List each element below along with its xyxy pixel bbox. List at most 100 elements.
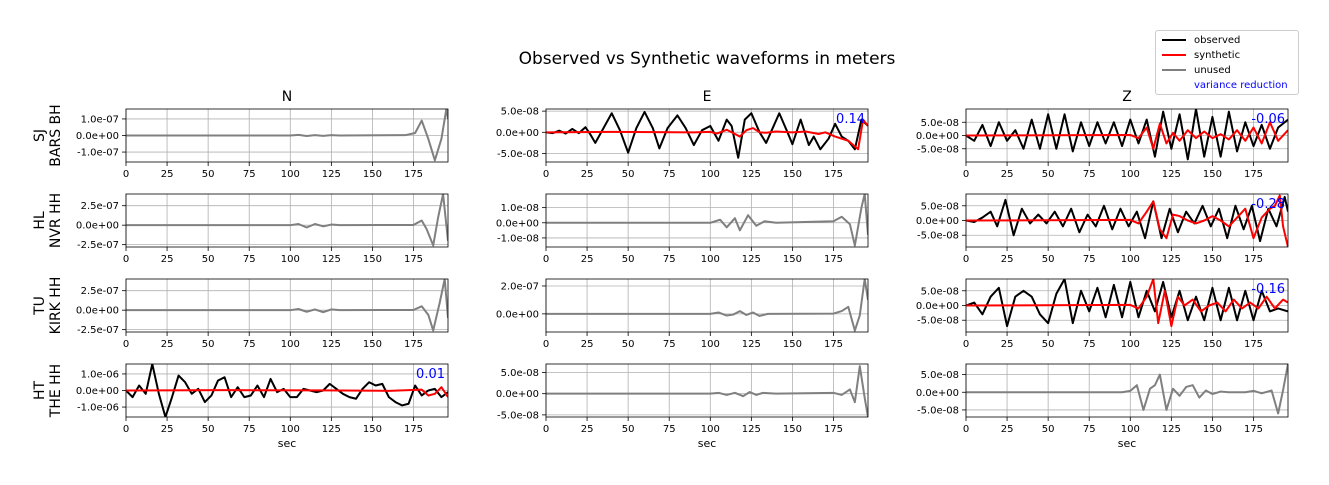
y-tick-label: -1.0e-08 [497, 233, 539, 244]
x-tick-label: 0 [543, 424, 549, 435]
x-tick-label: 150 [783, 169, 802, 180]
synthetic-series-line [966, 279, 1288, 328]
x-axis-label: sec [278, 437, 297, 450]
x-tick-label: 100 [701, 339, 720, 350]
panel-e-row-3: 0 25 50 75 100 125 150 175 5.0e-08 0.0e+00 -5.0e-0… [496, 363, 869, 450]
x-tick-label: 175 [1244, 254, 1263, 265]
legend-entry-variance-reduction: variance reduction [1162, 78, 1288, 92]
panel-z-row-2: 0 25 50 75 100 125 150 175 5.0e-08 0.0e+00 -5.0e-0… [916, 278, 1289, 350]
unused-series-line [126, 194, 448, 247]
station-label: SJ BARS BH [32, 104, 64, 166]
x-tick-label: 50 [202, 424, 215, 435]
y-tick-label: 0.0e+00 [916, 388, 959, 399]
panel-n-row-1: 0 25 50 75 100 125 150 175 2.5e-07 0.0e+00 -2.5e-0… [76, 193, 449, 265]
x-tick-label: 175 [824, 339, 843, 350]
y-tick-label: 1.0e-08 [501, 203, 539, 214]
x-tick-label: 175 [404, 254, 423, 265]
x-tick-label: 100 [1121, 254, 1140, 265]
x-tick-label: 25 [161, 424, 174, 435]
x-tick-label: 75 [243, 339, 256, 350]
x-tick-label: 75 [243, 424, 256, 435]
x-tick-label: 175 [1244, 169, 1263, 180]
y-tick-label: 5.0e-08 [921, 370, 959, 381]
x-tick-label: 150 [363, 169, 382, 180]
station-name-label: THE HH [48, 364, 64, 418]
y-tick-label: 2.5e-07 [81, 201, 119, 212]
x-tick-label: 0 [123, 254, 129, 265]
x-tick-label: 125 [322, 169, 341, 180]
panel-z-row-3: 0 25 50 75 100 125 150 175 5.0e-08 0.0e+00 -5.0e-0… [916, 363, 1289, 450]
x-tick-label: 150 [363, 424, 382, 435]
x-tick-label: 125 [742, 169, 761, 180]
panel-frame [545, 363, 869, 418]
x-tick-label: 25 [1001, 339, 1014, 350]
panel-frame [545, 278, 869, 333]
panel-n-row-0: 0 25 50 75 100 125 150 175 1.0e-07 0.0e+00 -1.0e-0… [76, 108, 449, 180]
x-tick-label: 100 [281, 424, 300, 435]
column-header-e: E [703, 89, 712, 105]
y-tick-label: 0.0e+00 [916, 216, 959, 227]
y-tick-label: -1.0e-06 [77, 403, 119, 414]
y-tick-label: -5.0e-08 [497, 149, 539, 160]
x-tick-label: 150 [1203, 169, 1222, 180]
x-tick-label: 100 [1121, 424, 1140, 435]
x-tick-label: 75 [663, 424, 676, 435]
x-tick-label: 125 [322, 339, 341, 350]
unused-series-line [546, 194, 868, 247]
x-tick-label: 100 [281, 254, 300, 265]
x-tick-label: 0 [543, 169, 549, 180]
x-tick-label: 50 [1042, 424, 1055, 435]
legend-entry-observed: observed [1162, 33, 1240, 47]
y-tick-label: -5.0e-08 [917, 316, 959, 327]
y-tick-label: 5.0e-08 [921, 201, 959, 212]
x-tick-label: 50 [202, 339, 215, 350]
x-tick-label: 125 [1162, 254, 1181, 265]
x-tick-label: 50 [1042, 169, 1055, 180]
variance-reduction-value: -0.06 [1251, 112, 1285, 127]
x-tick-label: 25 [1001, 424, 1014, 435]
x-tick-label: 100 [281, 169, 300, 180]
x-tick-label: 25 [581, 169, 594, 180]
unused-series-line [966, 364, 1288, 415]
x-tick-label: 175 [404, 169, 423, 180]
x-tick-label: 175 [1244, 424, 1263, 435]
x-tick-label: 100 [1121, 339, 1140, 350]
variance-reduction-value: -0.16 [1251, 282, 1285, 297]
unused-series-line [546, 279, 868, 332]
x-tick-label: 100 [1121, 169, 1140, 180]
station-name-label: BARS BH [48, 104, 64, 166]
legend-swatch-observed [1162, 39, 1186, 41]
panel-e-row-1: 0 25 50 75 100 125 150 175 1.0e-08 0.0e+00 -1.0e-0… [496, 193, 869, 265]
x-tick-label: 75 [663, 339, 676, 350]
legend-label-observed: observed [1194, 34, 1241, 46]
column-header-n: N [282, 89, 292, 105]
y-tick-label: 0.0e+00 [496, 218, 539, 229]
x-tick-label: 175 [824, 254, 843, 265]
legend-swatch-synthetic [1162, 54, 1186, 56]
x-tick-label: 175 [824, 424, 843, 435]
x-tick-label: 150 [1203, 339, 1222, 350]
x-tick-label: 100 [701, 169, 720, 180]
x-tick-label: 0 [963, 169, 969, 180]
x-tick-label: 100 [701, 254, 720, 265]
x-tick-label: 125 [742, 339, 761, 350]
x-axis-label: sec [1118, 437, 1137, 450]
panel-frame [965, 363, 1289, 418]
panel-frame [125, 193, 449, 248]
y-tick-label: -2.5e-07 [77, 325, 119, 336]
x-tick-label: 100 [281, 339, 300, 350]
observed-series-line [966, 195, 1288, 243]
synthetic-series-line [966, 194, 1288, 247]
variance-reduction-value: 0.14 [836, 112, 865, 127]
synthetic-series-line [966, 121, 1288, 150]
y-tick-label: 5.0e-08 [501, 107, 539, 118]
panel-frame [545, 193, 869, 248]
x-tick-label: 0 [543, 254, 549, 265]
legend-entry-synthetic: synthetic [1162, 48, 1240, 62]
x-tick-label: 25 [581, 339, 594, 350]
x-tick-label: 50 [202, 254, 215, 265]
x-tick-label: 75 [1083, 424, 1096, 435]
y-tick-label: 2.0e-07 [501, 281, 539, 292]
panel-n-row-3: 0 25 50 75 100 125 150 175 1.0e-06 0.0e+00 -1.0e-0… [76, 363, 449, 450]
